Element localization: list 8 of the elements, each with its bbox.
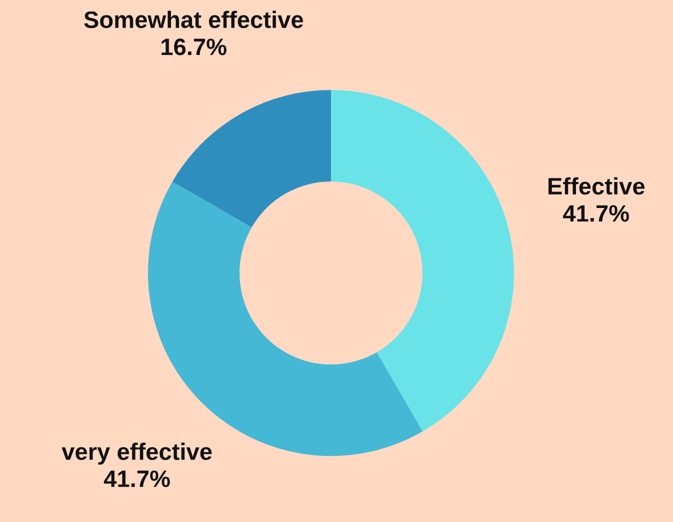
slice-label: Effective	[548, 177, 645, 195]
data-label: 41.7%	[563, 205, 629, 222]
donut-slice	[331, 90, 514, 432]
donut-slice	[172, 90, 331, 228]
data-label: 16.7%	[162, 38, 226, 56]
slice-label: Somewhat effective	[84, 10, 304, 28]
slice-label: very effective	[62, 442, 212, 465]
data-label: 41.7%	[104, 470, 170, 488]
